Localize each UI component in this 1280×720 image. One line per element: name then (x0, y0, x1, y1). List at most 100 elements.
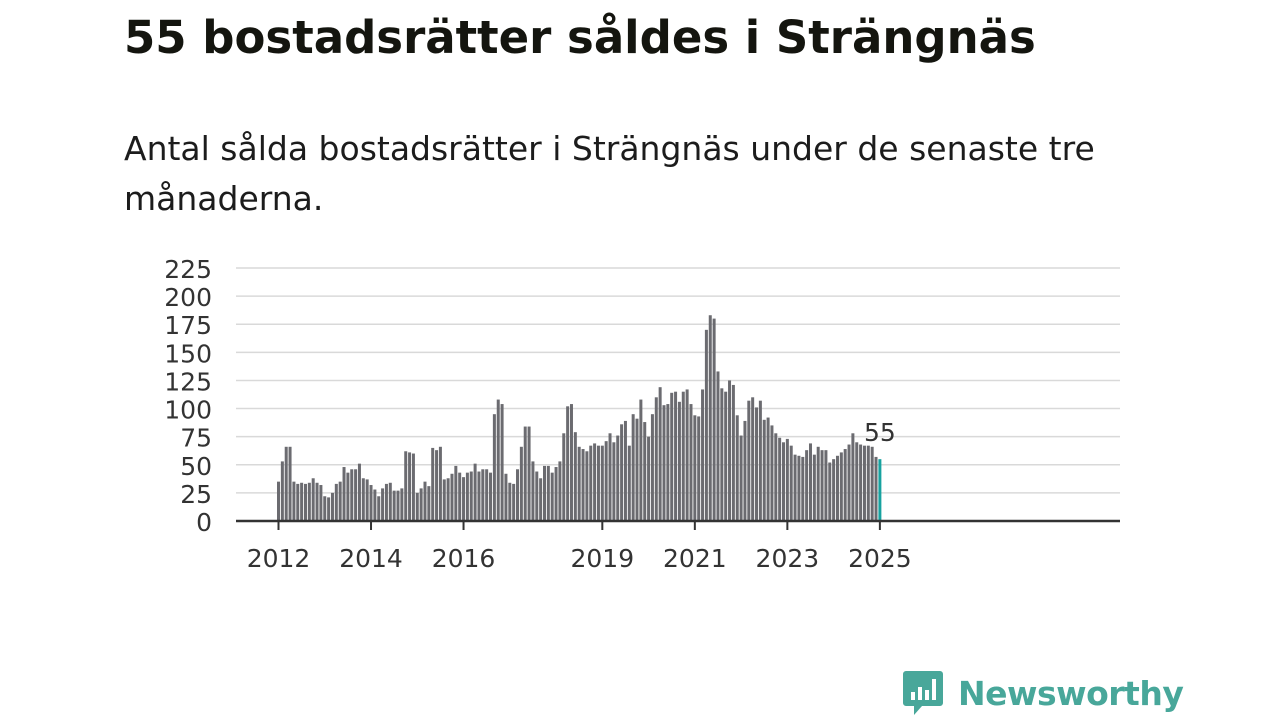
bar (855, 442, 859, 521)
bar (731, 384, 735, 521)
bar (689, 404, 693, 521)
bar (751, 397, 755, 521)
bar (342, 467, 346, 521)
y-tick-label: 150 (164, 339, 212, 368)
bar (492, 414, 496, 521)
bar (674, 391, 678, 521)
bar (435, 450, 439, 521)
bar (350, 469, 354, 521)
bar (277, 481, 280, 521)
bar (446, 478, 450, 521)
bar (658, 387, 662, 521)
bar (550, 472, 554, 521)
x-tick-label: 2019 (571, 544, 635, 573)
bar (812, 454, 816, 521)
brand-name: Newsworthy (958, 673, 1184, 713)
bar (662, 405, 666, 521)
bar (835, 455, 839, 521)
bar (384, 483, 388, 521)
bar (327, 497, 331, 521)
bar (462, 477, 466, 521)
bar (365, 479, 369, 521)
bar (319, 485, 323, 521)
bar (747, 400, 751, 521)
y-tick-label: 175 (164, 311, 212, 340)
bar (693, 415, 697, 521)
bar (465, 472, 469, 521)
bar (600, 445, 604, 521)
bar (315, 482, 319, 521)
bar (797, 455, 801, 521)
bar (311, 478, 315, 521)
bar (330, 492, 334, 521)
bar (670, 392, 674, 521)
bar (546, 465, 550, 521)
bar (427, 486, 431, 521)
bar (816, 446, 820, 521)
bar (477, 471, 481, 521)
bar (338, 481, 342, 521)
bar (681, 391, 685, 521)
bar (543, 465, 546, 521)
newsworthy-brand: Newsworthy (902, 668, 1184, 718)
bar (357, 463, 361, 521)
bars-layer (277, 315, 882, 521)
bar (785, 438, 789, 521)
bar (361, 478, 365, 521)
bar (758, 400, 762, 521)
bar (596, 445, 600, 521)
bar-highlight (878, 459, 882, 521)
bar (554, 467, 558, 521)
bar (620, 424, 624, 521)
bar (307, 482, 311, 521)
bar (859, 444, 863, 521)
bar (527, 426, 531, 521)
y-tick-label: 0 (196, 508, 212, 537)
bar (847, 444, 851, 521)
x-tick-label: 2021 (663, 544, 727, 573)
bar (288, 446, 292, 521)
bar (616, 435, 620, 521)
bar (874, 456, 878, 521)
bar (832, 459, 836, 521)
bar (766, 417, 770, 521)
bar (778, 437, 782, 521)
x-tick-label: 2014 (339, 544, 403, 573)
bar (701, 389, 705, 521)
y-tick-label: 125 (164, 367, 212, 396)
bar (323, 496, 327, 521)
bar (643, 422, 647, 521)
bar (392, 490, 396, 521)
bar (419, 488, 423, 521)
bar (604, 441, 608, 521)
bar (654, 397, 658, 521)
y-tick-label: 225 (164, 255, 212, 284)
bar (523, 426, 527, 521)
bar (573, 432, 577, 521)
bar (404, 451, 408, 521)
bar (820, 450, 824, 521)
bar (485, 469, 489, 521)
bar (496, 399, 500, 521)
bar (373, 489, 377, 521)
bar (666, 404, 670, 521)
bar (862, 445, 866, 521)
bar (473, 463, 477, 521)
highlight-value-label: 55 (864, 418, 896, 447)
bar (635, 418, 639, 521)
bar (774, 433, 778, 521)
bar (639, 399, 643, 521)
bar (808, 443, 812, 521)
bar (450, 473, 454, 521)
bar (623, 420, 627, 521)
bar (720, 388, 724, 521)
x-tick-label: 2025 (848, 544, 912, 573)
bar (454, 465, 458, 521)
x-tick-label: 2012 (247, 544, 311, 573)
bar (870, 446, 874, 521)
page-subtitle: Antal sålda bostadsrätter i Strängnäs un… (124, 129, 1095, 218)
bar (388, 482, 392, 521)
bar (381, 488, 385, 521)
bar (739, 435, 743, 521)
